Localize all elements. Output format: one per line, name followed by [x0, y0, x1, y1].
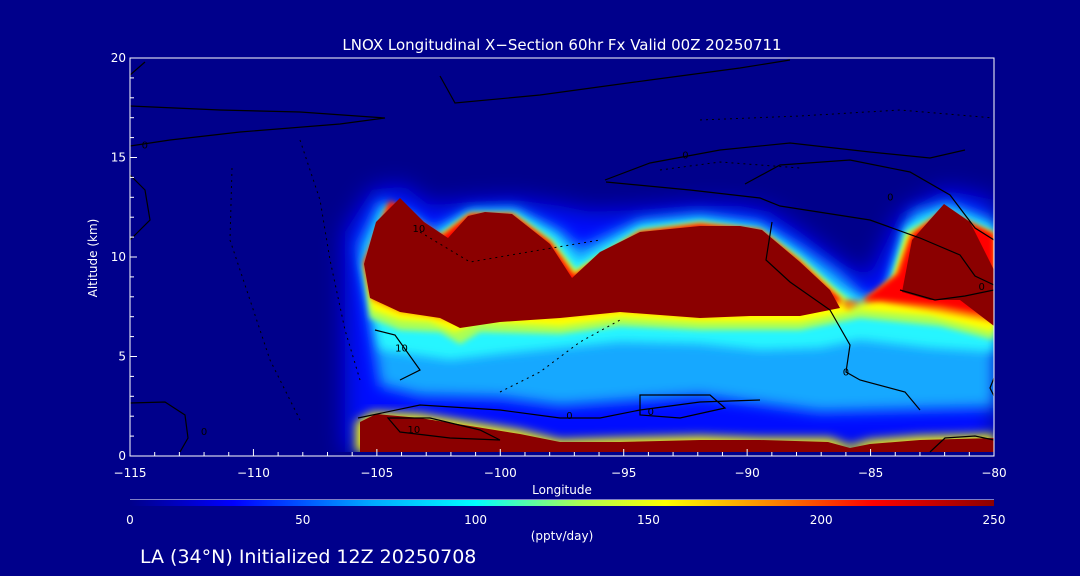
chart-title: LNOX Longitudinal X−Section 60hr Fx Vali…	[342, 36, 781, 54]
contour-label: 0	[887, 192, 893, 203]
x-tick-label: −95	[611, 466, 636, 480]
y-tick-label: 15	[111, 151, 126, 165]
y-tick-label: 10	[111, 250, 126, 264]
lnox-max-upper-west	[364, 198, 840, 328]
colorbar-tick-label: 150	[637, 513, 660, 527]
surface-base	[130, 452, 994, 456]
x-tick-label: −105	[360, 466, 393, 480]
contour-label: 0	[566, 411, 572, 422]
y-axis: 0 5 10 15 20	[111, 51, 137, 463]
x-axis-label: Longitude	[532, 483, 592, 497]
contour-label: 0	[142, 141, 148, 152]
y-tick-label: 5	[118, 350, 126, 364]
lnox-max-upper-east	[902, 204, 994, 326]
dotted-contours	[229, 109, 994, 421]
colorbar-tick-label: 0	[126, 513, 134, 527]
colorbar-units: (pptv/day)	[531, 529, 594, 543]
x-tick-label: −115	[114, 466, 147, 480]
contour-labels: 0 0 0 0 0 0 0 0 10 10 10	[142, 141, 985, 439]
contour-label: 0	[843, 367, 849, 378]
lnox-surface-band	[360, 414, 994, 456]
x-tick-label: −110	[237, 466, 270, 480]
colorbar: 0 50 100 150 200 250 (pptv/day)	[126, 499, 1005, 543]
y-tick-label: 0	[118, 449, 126, 463]
temperature-contours	[130, 59, 994, 453]
y-tick-label: 20	[111, 51, 126, 65]
x-tick-label: −80	[981, 466, 1006, 480]
footer-caption: LA (34°N) Initialized 12Z 20250708	[140, 546, 476, 568]
x-tick-label: −85	[858, 466, 883, 480]
colorbar-tick-label: 100	[464, 513, 487, 527]
colorbar-ticks: 0 50 100 150 200 250	[126, 513, 1005, 527]
contour-label: 10	[408, 425, 421, 436]
contour-label: 10	[395, 344, 408, 355]
contour-label: 0	[682, 151, 688, 162]
contour-label: 0	[978, 282, 984, 293]
colorbar-tick-label: 50	[295, 513, 310, 527]
colorbar-tick-label: 200	[810, 513, 833, 527]
colorbar-tick-label: 250	[983, 513, 1006, 527]
y-axis-label: Altitude (km)	[86, 219, 100, 298]
colorbar-gradient	[130, 500, 994, 506]
contour-label: 0	[201, 427, 207, 438]
x-tick-label: −90	[734, 466, 759, 480]
contour-label: 0	[648, 407, 654, 418]
plot-area	[130, 58, 994, 456]
x-axis: −115 −110 −105 −100 −95 −90 −85 −80	[114, 449, 1007, 480]
contour-label: 10	[412, 224, 425, 235]
x-tick-label: −100	[484, 466, 517, 480]
